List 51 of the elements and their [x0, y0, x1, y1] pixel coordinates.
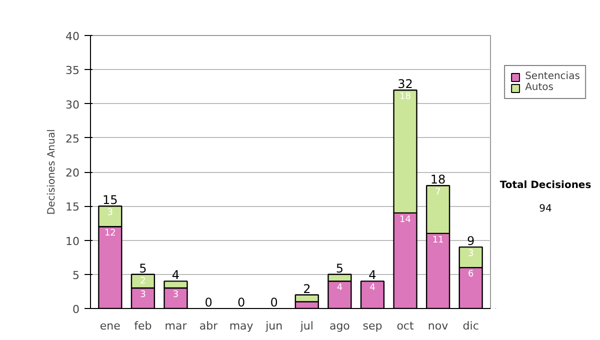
- data-label: 12: [104, 228, 116, 239]
- data-label: 3: [468, 249, 474, 260]
- total-label: 4: [368, 268, 376, 282]
- y-tick-label: 15: [66, 200, 80, 214]
- total-label: 32: [398, 77, 413, 92]
- total-label: 9: [467, 234, 475, 248]
- text: 94: [539, 203, 552, 214]
- data-label: 3: [107, 208, 114, 218]
- y-tick-label: 5: [72, 268, 80, 282]
- x-tick-label: jul: [299, 320, 314, 332]
- total-label: 15: [102, 193, 118, 208]
- total-label: 0: [270, 295, 278, 310]
- y-tick-label: 25: [66, 132, 80, 146]
- data-label: 7: [435, 188, 441, 198]
- data-label: 3: [140, 290, 146, 300]
- legend-label: Autos: [525, 82, 554, 93]
- total-label: 5: [336, 261, 344, 276]
- total-label: 0: [204, 295, 212, 310]
- y-tick-label: 20: [66, 166, 80, 180]
- x-tick-label: nov: [428, 320, 449, 332]
- data-label: 3: [172, 290, 179, 300]
- total-label: 4: [172, 268, 180, 282]
- y-axis-title: Decisiones Anual: [46, 129, 58, 215]
- x-tick-label: sep: [362, 320, 382, 332]
- data-label: 4: [370, 283, 376, 294]
- total-label: 2: [303, 282, 311, 296]
- total-label: 18: [430, 172, 446, 187]
- x-tick-label: dic: [462, 320, 479, 332]
- total-label: 5: [139, 261, 147, 276]
- x-tick-label: feb: [134, 320, 152, 332]
- y-tick-label: 35: [66, 64, 80, 78]
- data-label: 4: [336, 283, 343, 294]
- data-label: 6: [468, 270, 474, 280]
- x-tick-label: oct: [396, 320, 414, 332]
- y-tick-label: 0: [72, 303, 80, 316]
- legend-label: Sentencias: [525, 71, 580, 82]
- y-tick-label: 10: [66, 234, 80, 248]
- data-label: 14: [400, 214, 412, 225]
- x-tick-label: abr: [199, 320, 218, 332]
- x-tick-label: may: [229, 320, 254, 332]
- total-label: 0: [238, 295, 246, 310]
- y-tick-label: 40: [66, 30, 80, 43]
- y-tick-label: 30: [66, 98, 80, 112]
- data-label: 18: [400, 92, 412, 102]
- x-tick-label: mar: [164, 320, 188, 332]
- x-tick-label: ago: [329, 320, 350, 332]
- x-tick-label: jun: [264, 320, 283, 332]
- data-label: 2: [140, 276, 146, 286]
- data-label: 11: [432, 235, 444, 246]
- x-tick-label: ene: [100, 320, 121, 332]
- text: Total Decisiones: [500, 180, 592, 192]
